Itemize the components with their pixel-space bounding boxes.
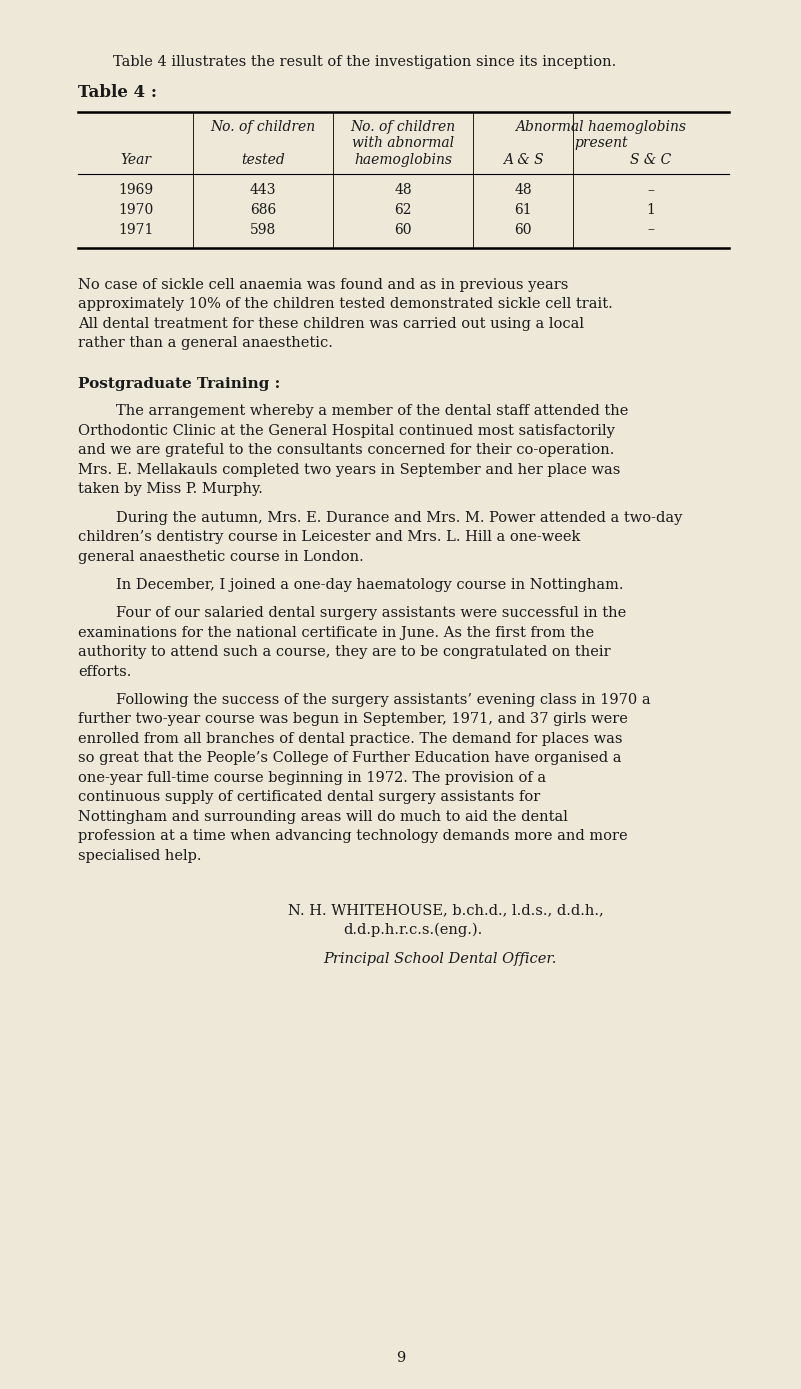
Text: Four of our salaried dental surgery assistants were successful in the: Four of our salaried dental surgery assi… — [116, 606, 626, 619]
Text: d.d.p.h.r.c.s.(eng.).: d.d.p.h.r.c.s.(eng.). — [343, 924, 482, 938]
Text: –: – — [647, 222, 654, 236]
Text: taken by Miss P. Murphy.: taken by Miss P. Murphy. — [78, 482, 263, 496]
Text: A & S: A & S — [503, 153, 543, 167]
Text: 443: 443 — [250, 183, 276, 197]
Text: approximately 10% of the children tested demonstrated sickle cell trait.: approximately 10% of the children tested… — [78, 297, 613, 311]
Text: S & C: S & C — [630, 153, 671, 167]
Text: with abnormal: with abnormal — [352, 136, 454, 150]
Text: one-year full-time course beginning in 1972. The provision of a: one-year full-time course beginning in 1… — [78, 771, 546, 785]
Text: enrolled from all branches of dental practice. The demand for places was: enrolled from all branches of dental pra… — [78, 732, 622, 746]
Text: so great that the People’s College of Further Education have organised a: so great that the People’s College of Fu… — [78, 751, 622, 765]
Text: Postgraduate Training :: Postgraduate Training : — [78, 376, 280, 390]
Text: Orthodontic Clinic at the General Hospital continued most satisfactorily: Orthodontic Clinic at the General Hospit… — [78, 424, 615, 438]
Text: 48: 48 — [514, 183, 532, 197]
Text: Nottingham and surrounding areas will do much to aid the dental: Nottingham and surrounding areas will do… — [78, 810, 568, 824]
Text: In December, I joined a one-day haematology course in Nottingham.: In December, I joined a one-day haematol… — [116, 578, 623, 592]
Text: –: – — [647, 183, 654, 197]
Text: 598: 598 — [250, 222, 276, 236]
Text: Mrs. E. Mellakauls completed two years in September and her place was: Mrs. E. Mellakauls completed two years i… — [78, 463, 621, 476]
Text: 1970: 1970 — [118, 203, 153, 217]
Text: 1969: 1969 — [118, 183, 153, 197]
Text: 9: 9 — [396, 1351, 405, 1365]
Text: 62: 62 — [394, 203, 412, 217]
Text: children’s dentistry course in Leicester and Mrs. L. Hill a one-week: children’s dentistry course in Leicester… — [78, 531, 581, 544]
Text: 1: 1 — [646, 203, 655, 217]
Text: tested: tested — [241, 153, 285, 167]
Text: The arrangement whereby a member of the dental staff attended the: The arrangement whereby a member of the … — [116, 404, 628, 418]
Text: profession at a time when advancing technology demands more and more: profession at a time when advancing tech… — [78, 829, 628, 843]
Text: Table 4 :: Table 4 : — [78, 85, 157, 101]
Text: present: present — [574, 136, 628, 150]
Text: examinations for the national certificate in June. As the first from the: examinations for the national certificat… — [78, 625, 594, 639]
Text: 686: 686 — [250, 203, 276, 217]
Text: Abnormal haemoglobins: Abnormal haemoglobins — [516, 119, 686, 133]
Text: No. of children: No. of children — [211, 119, 316, 133]
Text: Principal School Dental Officer.: Principal School Dental Officer. — [323, 953, 557, 967]
Text: continuous supply of certificated dental surgery assistants for: continuous supply of certificated dental… — [78, 790, 540, 804]
Text: No. of children: No. of children — [351, 119, 456, 133]
Text: 61: 61 — [514, 203, 532, 217]
Text: general anaesthetic course in London.: general anaesthetic course in London. — [78, 550, 364, 564]
Text: authority to attend such a course, they are to be congratulated on their: authority to attend such a course, they … — [78, 644, 610, 660]
Text: No case of sickle cell anaemia was found and as in previous years: No case of sickle cell anaemia was found… — [78, 278, 569, 292]
Text: haemoglobins: haemoglobins — [354, 153, 452, 167]
Text: 60: 60 — [514, 222, 532, 236]
Text: specialised help.: specialised help. — [78, 849, 202, 863]
Text: During the autumn, Mrs. E. Durance and Mrs. M. Power attended a two-day: During the autumn, Mrs. E. Durance and M… — [116, 511, 682, 525]
Text: rather than a general anaesthetic.: rather than a general anaesthetic. — [78, 336, 333, 350]
Text: 48: 48 — [394, 183, 412, 197]
Text: 1971: 1971 — [118, 222, 153, 236]
Text: further two-year course was begun in September, 1971, and 37 girls were: further two-year course was begun in Sep… — [78, 713, 628, 726]
Text: and we are grateful to the consultants concerned for their co-operation.: and we are grateful to the consultants c… — [78, 443, 614, 457]
Text: N. H. WHITEHOUSE, b.ch.d., l.d.s., d.d.h.,: N. H. WHITEHOUSE, b.ch.d., l.d.s., d.d.h… — [288, 903, 604, 918]
Text: efforts.: efforts. — [78, 664, 131, 679]
Text: All dental treatment for these children was carried out using a local: All dental treatment for these children … — [78, 317, 584, 331]
Text: Table 4 illustrates the result of the investigation since its inception.: Table 4 illustrates the result of the in… — [113, 56, 616, 69]
Text: 60: 60 — [394, 222, 412, 236]
Text: Year: Year — [120, 153, 151, 167]
Text: Following the success of the surgery assistants’ evening class in 1970 a: Following the success of the surgery ass… — [116, 693, 650, 707]
